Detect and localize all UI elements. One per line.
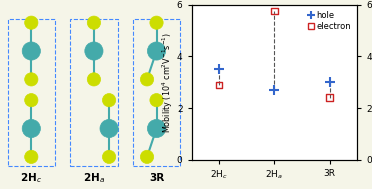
Circle shape <box>150 94 163 107</box>
Point <box>272 88 278 91</box>
Point <box>327 96 333 99</box>
Circle shape <box>85 42 103 60</box>
Circle shape <box>102 150 116 163</box>
Point <box>216 68 222 71</box>
Text: 2H$_c$: 2H$_c$ <box>20 171 42 185</box>
Circle shape <box>140 73 154 86</box>
Text: 3R: 3R <box>149 173 164 183</box>
Circle shape <box>147 119 166 138</box>
Circle shape <box>22 119 41 138</box>
Circle shape <box>87 73 100 86</box>
Circle shape <box>147 42 166 60</box>
Circle shape <box>100 119 118 138</box>
Circle shape <box>25 150 38 163</box>
Point <box>216 83 222 86</box>
Circle shape <box>22 42 41 60</box>
Circle shape <box>102 94 116 107</box>
Text: 2H$_a$: 2H$_a$ <box>83 171 105 185</box>
Legend: hole, electron: hole, electron <box>306 9 353 33</box>
Circle shape <box>150 16 163 29</box>
Circle shape <box>25 16 38 29</box>
Point <box>327 81 333 84</box>
Circle shape <box>25 73 38 86</box>
Circle shape <box>25 94 38 107</box>
Circle shape <box>140 150 154 163</box>
Point <box>272 10 278 13</box>
Circle shape <box>87 16 100 29</box>
Y-axis label: Mobility ($10^4$ cm$^2$V$^{-1}$s$^{-1}$): Mobility ($10^4$ cm$^2$V$^{-1}$s$^{-1}$) <box>161 32 176 133</box>
